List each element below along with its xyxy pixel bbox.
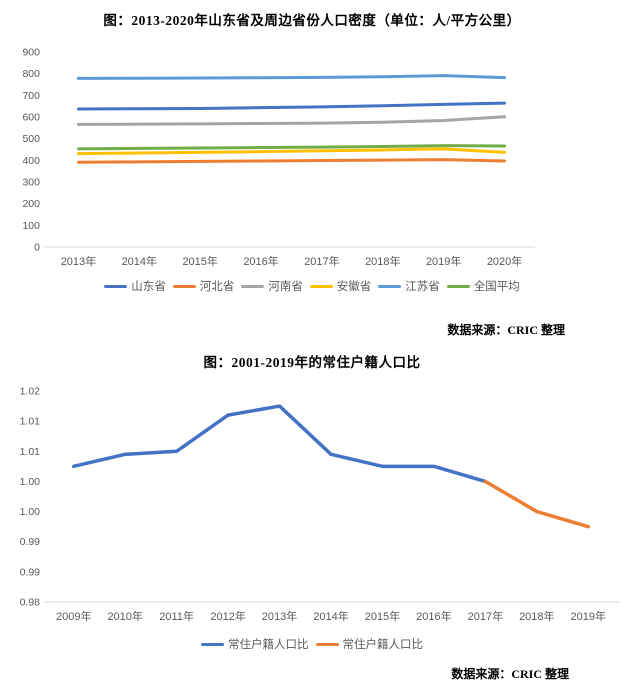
y-axis-tick-label: 1.01 bbox=[20, 416, 41, 428]
population-density-chart: 900 800 700 600 500 400 300 200 100 0 2013年 2014年 20… bbox=[22, 47, 535, 268]
series-line bbox=[76, 101, 507, 111]
population-density-chart-title: 图：2013-2020年山东省及周边省份人口密度（单位：人/平方公里） bbox=[103, 13, 521, 28]
x-axis-tick-label: 2015年 bbox=[365, 609, 400, 623]
series-line bbox=[483, 479, 591, 529]
x-axis-tick-label: 2020年 bbox=[487, 254, 522, 268]
legend-label: 常住户籍人口比 bbox=[228, 639, 309, 651]
y-axis-tick-label: 1.01 bbox=[20, 446, 41, 458]
y-axis-tick-label: 500 bbox=[22, 133, 40, 145]
resident-ratio-chart: 1.02 1.01 1.01 1.00 1.00 0.99 0.99 0.98 2009年 201… bbox=[20, 386, 620, 623]
x-axis-tick-label: 2009年 bbox=[56, 609, 91, 623]
series-line bbox=[76, 74, 507, 80]
legend-item: 河南省 bbox=[241, 278, 303, 294]
series-line bbox=[76, 158, 507, 164]
legend-line-icon bbox=[446, 284, 470, 288]
y-axis-tick-label: 1.00 bbox=[20, 506, 41, 518]
legend-label: 江苏省 bbox=[405, 281, 440, 293]
legend-label: 全国平均 bbox=[473, 281, 520, 293]
legend-label: 河南省 bbox=[268, 281, 303, 293]
x-axis-tick-label: 2013年 bbox=[262, 609, 297, 623]
x-axis-tick-label: 2016年 bbox=[416, 609, 451, 623]
legend-line-icon bbox=[201, 642, 224, 646]
resident-ratio-chart-legend: 常住户籍人口比 常住户籍人口比 bbox=[0, 636, 624, 652]
x-axis-tick-label: 2019年 bbox=[426, 254, 461, 268]
legend-line-icon bbox=[104, 284, 128, 288]
chart1-source-note: 数据来源：CRIC 整理 bbox=[447, 323, 565, 337]
legend-item: 常住户籍人口比 bbox=[201, 636, 309, 652]
y-axis-tick-label: 600 bbox=[22, 112, 40, 124]
x-axis-tick-label: 2011年 bbox=[159, 609, 194, 623]
y-axis-tick-label: 400 bbox=[22, 155, 40, 167]
resident-ratio-chart-title: 图：2001-2019年的常住户籍人口比 bbox=[203, 355, 421, 370]
x-axis-tick-label: 2014年 bbox=[122, 254, 157, 268]
legend-line-icon bbox=[241, 284, 265, 288]
legend-label: 常住户籍人口比 bbox=[342, 639, 424, 651]
legend-item: 河北省 bbox=[172, 278, 235, 294]
series-line bbox=[76, 144, 507, 151]
chart2-source-note: 数据来源：CRIC 整理 bbox=[451, 667, 569, 681]
legend-line-icon bbox=[172, 284, 196, 288]
population-density-chart-legend: 山东省 河北省 河南省 安徽省 江苏省 全国平均 bbox=[0, 278, 624, 294]
x-axis-tick-label: 2017年 bbox=[468, 609, 503, 623]
legend-line-icon bbox=[378, 284, 402, 288]
series-line bbox=[71, 404, 488, 484]
y-axis-tick-label: 700 bbox=[22, 90, 40, 102]
x-axis-tick-label: 2019年 bbox=[571, 609, 606, 623]
y-axis-tick-label: 800 bbox=[22, 68, 40, 80]
legend-label: 河北省 bbox=[199, 281, 235, 293]
x-axis-tick-label: 2017年 bbox=[304, 254, 339, 268]
x-axis-tick-label: 2014年 bbox=[313, 609, 348, 623]
legend-item: 常住户籍人口比 bbox=[315, 636, 424, 652]
y-axis-tick-label: 300 bbox=[22, 177, 40, 189]
y-axis-tick-label: 900 bbox=[22, 47, 40, 59]
x-axis-tick-label: 2016年 bbox=[243, 254, 278, 268]
x-axis-tick-label: 2018年 bbox=[365, 254, 400, 268]
y-axis-tick-label: 1.02 bbox=[20, 386, 41, 398]
y-axis-tick-label: 0.98 bbox=[20, 597, 41, 609]
legend-item: 山东省 bbox=[104, 278, 166, 294]
x-axis-tick-label: 2013年 bbox=[61, 254, 96, 268]
legend-item: 全国平均 bbox=[446, 278, 520, 294]
y-axis-tick-label: 100 bbox=[22, 220, 40, 232]
legend-item: 安徽省 bbox=[309, 278, 372, 294]
x-axis-tick-label: 2015年 bbox=[182, 254, 217, 268]
series-line bbox=[76, 115, 507, 126]
legend-line-icon bbox=[309, 284, 333, 288]
legend-item: 江苏省 bbox=[378, 278, 440, 294]
x-axis-tick-label: 2012年 bbox=[210, 609, 245, 623]
x-axis-tick-label: 2010年 bbox=[107, 609, 142, 623]
legend-line-icon bbox=[315, 642, 339, 646]
y-axis-tick-label: 0.99 bbox=[20, 566, 41, 578]
y-axis-tick-label: 200 bbox=[22, 198, 40, 210]
y-axis-tick-label: 1.00 bbox=[20, 476, 41, 488]
y-axis-tick-label: 0.99 bbox=[20, 536, 41, 548]
x-axis-tick-label: 2018年 bbox=[519, 609, 554, 623]
legend-label: 山东省 bbox=[131, 281, 166, 293]
legend-label: 安徽省 bbox=[336, 281, 372, 293]
series-line bbox=[76, 147, 507, 156]
y-axis-tick-label: 0 bbox=[34, 242, 40, 254]
